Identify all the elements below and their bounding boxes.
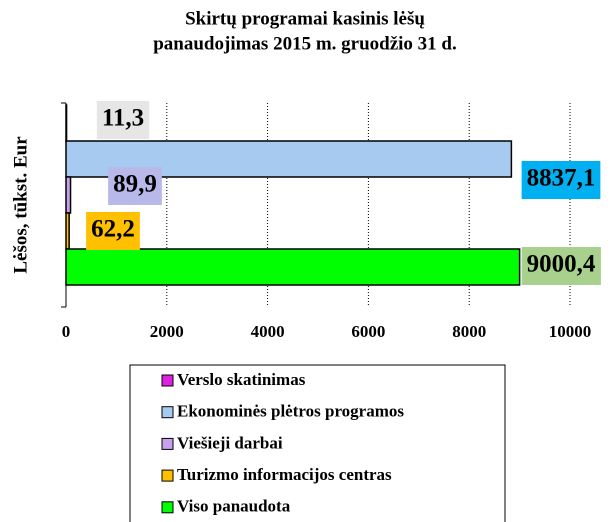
x-tick-label: 4000 [251, 322, 285, 341]
legend-swatch [161, 437, 174, 450]
x-tick-label: 10000 [549, 322, 592, 341]
legend-swatch [161, 406, 174, 419]
value-label: 11,3 [102, 105, 144, 132]
value-label: 89,9 [113, 171, 157, 198]
legend-box [129, 364, 506, 522]
x-tick-label: 8000 [452, 322, 486, 341]
legend-swatch [161, 374, 174, 387]
value-label-box [86, 212, 140, 250]
bar [65, 248, 521, 286]
bar [65, 176, 72, 214]
legend-label: Viešieji darbai [177, 433, 283, 452]
value-label: 9000,4 [527, 251, 596, 278]
legend-label: Turizmo informacijos centras [177, 465, 392, 484]
y-axis-label: Lėšos, tūkst. Eur [10, 136, 31, 274]
value-label: 62,2 [91, 216, 135, 243]
x-tick-label: 0 [62, 322, 71, 341]
legend-label: Verslo skatinimas [177, 370, 306, 389]
value-label-box [521, 161, 601, 199]
bar [65, 212, 70, 250]
legend-label: Viso panaudota [177, 497, 291, 516]
legend-swatch [161, 469, 174, 482]
legend-swatch [161, 501, 174, 514]
x-tick-label: 2000 [150, 322, 184, 341]
chart-subtitle: panaudojimas 2015 m. gruodžio 31 d. [153, 33, 457, 54]
chart-title: Skirtų programai kasinis lėšų [185, 8, 425, 29]
value-label-box [108, 167, 162, 205]
x-tick-label: 6000 [351, 322, 385, 341]
value-label: 8837,1 [527, 165, 596, 192]
bar [65, 104, 68, 142]
value-label-box [521, 247, 601, 285]
legend-label: Ekonominės plėtros programos [177, 402, 404, 421]
value-label-box [96, 101, 150, 139]
